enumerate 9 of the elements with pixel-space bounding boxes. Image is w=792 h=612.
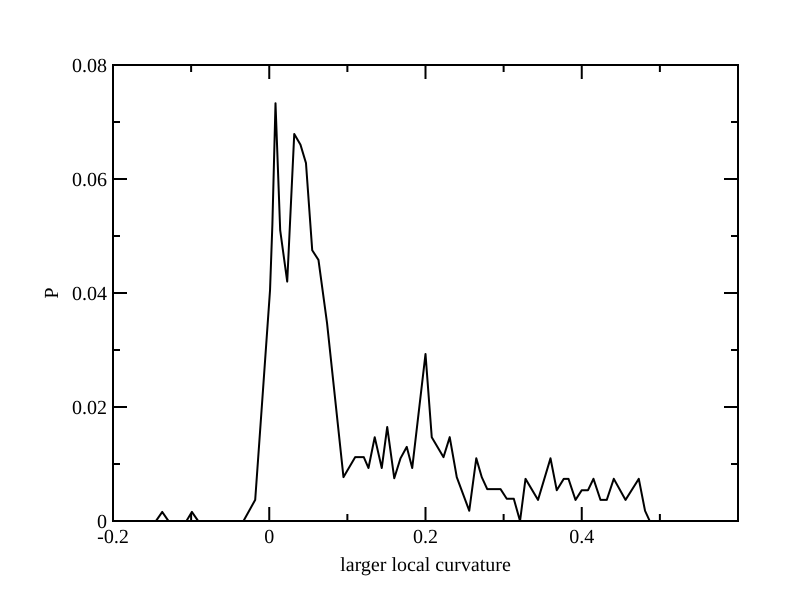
x-axis-title: larger local curvature — [340, 554, 511, 576]
y-tick-label: 0.08 — [72, 55, 107, 77]
y-tick-label: 0.04 — [72, 283, 107, 305]
y-tick-label: 0.02 — [72, 397, 107, 419]
y-tick-label: 0.06 — [72, 169, 107, 191]
y-axis-title: P — [41, 287, 63, 299]
x-tick-label: 0.2 — [413, 526, 438, 548]
x-tick-label: 0.4 — [569, 526, 594, 548]
x-tick-label: 0 — [264, 526, 274, 548]
